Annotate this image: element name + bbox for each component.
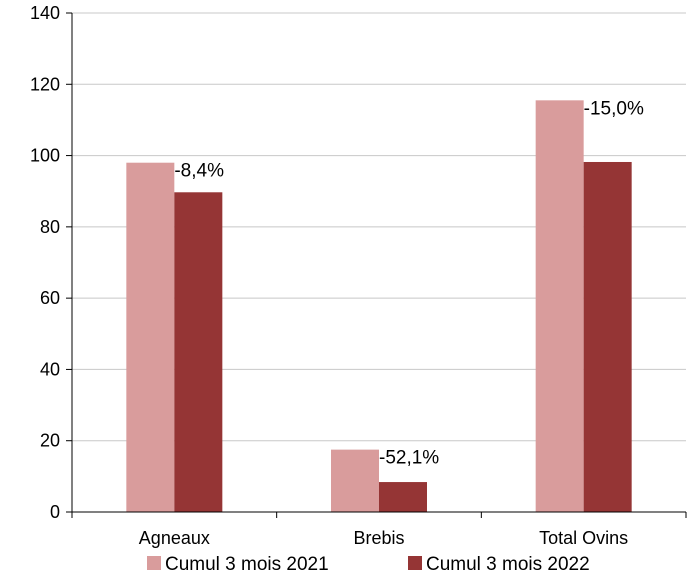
y-tick-label: 0 xyxy=(50,502,60,522)
bar-2022 xyxy=(379,482,427,512)
x-tick-label: Brebis xyxy=(353,528,404,548)
bar-2021 xyxy=(535,100,584,512)
x-tick-label: Agneaux xyxy=(139,528,210,548)
y-tick-label: 120 xyxy=(30,74,60,94)
y-tick-label: 40 xyxy=(40,359,60,379)
legend-swatch xyxy=(408,556,422,570)
bars xyxy=(126,100,632,513)
bar-2022 xyxy=(583,161,632,513)
x-axis-tick-labels: Agneaux Brebis Total Ovins xyxy=(139,528,628,548)
bar-2021 xyxy=(126,162,175,512)
bar-2021 xyxy=(331,449,379,512)
data-label: -15,0% xyxy=(584,98,644,119)
legend-label: Cumul 3 mois 2021 xyxy=(165,554,329,575)
y-tick-label: 100 xyxy=(30,146,60,166)
legend-swatch xyxy=(147,556,161,570)
bar-annotations: -8,4% -52,1% -15,0% xyxy=(174,98,644,468)
y-tick-label: 20 xyxy=(40,431,60,451)
legend-label: Cumul 3 mois 2022 xyxy=(426,554,590,575)
y-tick-label: 140 xyxy=(30,3,60,23)
y-tick-label: 80 xyxy=(40,217,60,237)
axes xyxy=(66,12,687,518)
legend: Cumul 3 mois 2021 Cumul 3 mois 2022 xyxy=(147,554,590,575)
data-label: -52,1% xyxy=(379,448,439,469)
y-tick-label: 60 xyxy=(40,288,60,308)
bar-2022 xyxy=(174,192,223,512)
y-axis-tick-labels: 0 20 40 60 80 100 120 140 xyxy=(30,3,60,522)
data-label: -8,4% xyxy=(174,161,224,182)
x-tick-label: Total Ovins xyxy=(539,528,628,548)
